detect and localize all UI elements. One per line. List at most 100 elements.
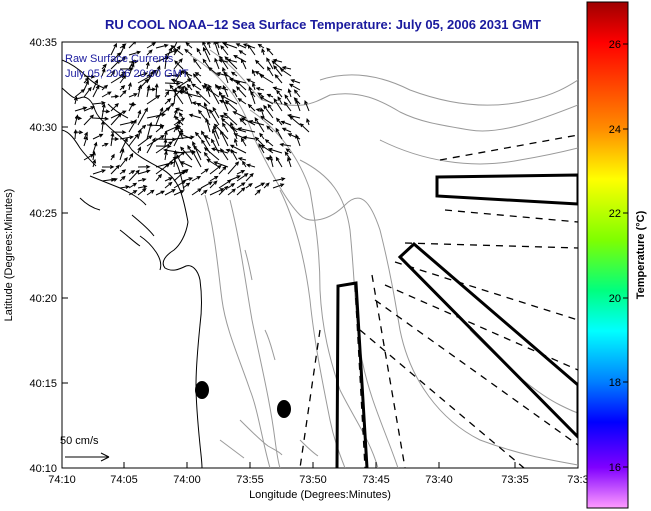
current-vector <box>236 182 246 189</box>
current-vector <box>110 42 117 56</box>
current-vector <box>200 181 213 189</box>
current-vector <box>173 108 178 119</box>
current-vector <box>230 148 238 161</box>
current-vector <box>209 180 218 189</box>
current-vector <box>266 93 274 98</box>
current-vector <box>194 72 202 77</box>
current-vector <box>192 58 202 70</box>
current-vector <box>218 179 232 189</box>
current-vector <box>164 90 170 98</box>
scale-label: 50 cm/s <box>60 435 99 447</box>
current-vector <box>241 58 247 70</box>
current-vector <box>178 90 202 98</box>
current-vector <box>236 187 246 196</box>
current-vector <box>137 84 143 98</box>
current-vector <box>195 90 211 105</box>
x-tick-label: 73:3 <box>567 474 588 486</box>
current-vector <box>173 87 178 105</box>
current-vector <box>306 118 310 126</box>
current-vector <box>128 93 138 98</box>
current-vector <box>175 125 184 140</box>
current-vector <box>279 68 292 77</box>
sampling-boxes <box>335 173 578 468</box>
current-vector <box>271 60 283 70</box>
current-vector <box>237 127 256 133</box>
current-vector <box>275 127 283 140</box>
current-vector <box>91 150 96 161</box>
current-vector <box>163 150 168 161</box>
current-vector <box>128 50 142 56</box>
current-vector <box>110 103 119 112</box>
current-vector <box>155 65 161 77</box>
current-vector <box>200 189 208 196</box>
current-vector <box>238 50 247 56</box>
current-vector <box>163 138 168 147</box>
current-vector <box>229 144 247 154</box>
current-vector <box>277 96 283 105</box>
current-vector <box>213 42 220 56</box>
mooring-dot <box>195 381 209 399</box>
mooring-dot <box>277 400 291 418</box>
x-tick-label: 73:50 <box>299 474 327 486</box>
current-vector <box>246 78 256 84</box>
current-vector <box>218 90 229 112</box>
colorbar-tick-label: 20 <box>609 293 621 305</box>
current-vector <box>119 74 127 84</box>
current-vector <box>101 103 106 119</box>
current-vector <box>164 181 173 189</box>
current-vector <box>266 66 274 77</box>
colorbar-tick-label: 16 <box>609 462 621 474</box>
current-vector <box>212 106 220 119</box>
current-vector <box>236 173 249 182</box>
current-vector <box>235 80 247 91</box>
current-vector <box>155 124 165 133</box>
current-vector <box>266 125 274 133</box>
current-vector <box>304 100 310 112</box>
x-tick-label: 73:40 <box>425 474 453 486</box>
current-vector <box>128 119 137 133</box>
current-vector <box>255 87 265 91</box>
current-vector <box>263 182 270 189</box>
current-vector <box>176 154 184 168</box>
current-vector <box>83 86 92 98</box>
current-vector <box>146 70 155 84</box>
current-vector <box>83 114 95 126</box>
current-vector <box>295 133 301 147</box>
current-vector <box>173 169 187 182</box>
current-vector <box>280 120 292 126</box>
current-vector <box>137 146 141 154</box>
current-vector <box>128 152 134 161</box>
current-vector <box>293 89 301 98</box>
current-vector <box>219 55 229 70</box>
current-vector <box>178 112 184 119</box>
current-vector <box>275 117 283 126</box>
current-vector <box>92 101 106 106</box>
current-vector <box>92 79 98 91</box>
current-vector <box>187 144 193 154</box>
colorbar-ticks <box>623 43 628 468</box>
plot-area <box>61 41 579 469</box>
current-vector <box>173 128 183 147</box>
current-vector <box>146 121 153 140</box>
current-vector <box>233 133 247 140</box>
current-vector <box>287 133 301 140</box>
current-vector <box>208 66 220 77</box>
colorbar-tick-label: 22 <box>609 208 621 220</box>
current-vector <box>177 85 193 98</box>
current-vector <box>184 86 193 105</box>
colorbar-tick-label: 24 <box>609 124 621 136</box>
current-vector <box>200 168 209 175</box>
current-vector <box>222 84 229 98</box>
current-vector <box>192 141 202 161</box>
current-vector <box>267 147 283 154</box>
current-vector <box>100 120 105 133</box>
x-tick-label: 74:00 <box>173 474 201 486</box>
current-vector <box>220 118 238 133</box>
current-vector <box>290 79 301 84</box>
current-vector <box>220 95 238 105</box>
current-vector <box>232 111 247 119</box>
legend-line-1: Raw Surface Currents <box>65 53 174 65</box>
current-vector <box>236 86 247 98</box>
y-tick-label: 40:30 <box>29 122 57 134</box>
